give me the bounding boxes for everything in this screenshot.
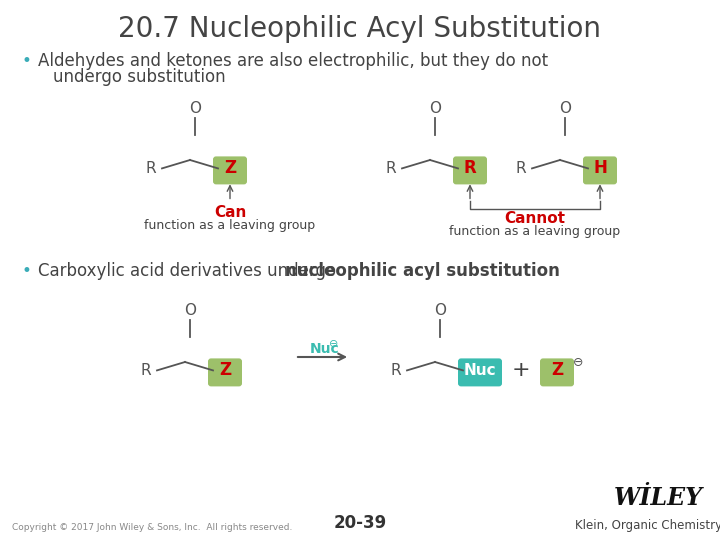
Text: Nuc: Nuc xyxy=(310,342,340,356)
Text: Carboxylic acid derivatives undergo: Carboxylic acid derivatives undergo xyxy=(38,262,341,280)
FancyBboxPatch shape xyxy=(208,359,242,387)
Text: Nuc: Nuc xyxy=(464,363,496,378)
Text: Cannot: Cannot xyxy=(505,211,565,226)
Text: +: + xyxy=(512,360,531,380)
FancyBboxPatch shape xyxy=(213,157,247,184)
Text: Copyright © 2017 John Wiley & Sons, Inc.  All rights reserved.: Copyright © 2017 John Wiley & Sons, Inc.… xyxy=(12,523,292,532)
Text: O: O xyxy=(189,101,201,116)
FancyBboxPatch shape xyxy=(458,359,502,387)
Text: Z: Z xyxy=(551,361,563,380)
Text: nucleophilic acyl substitution: nucleophilic acyl substitution xyxy=(284,262,559,280)
Text: R: R xyxy=(464,159,477,178)
FancyBboxPatch shape xyxy=(583,157,617,184)
Text: •: • xyxy=(22,52,32,70)
Text: R: R xyxy=(516,161,526,176)
Text: Klein, Organic Chemistry 3e: Klein, Organic Chemistry 3e xyxy=(575,519,720,532)
Text: Aldehydes and ketones are also electrophilic, but they do not: Aldehydes and ketones are also electroph… xyxy=(38,52,548,70)
Text: O: O xyxy=(184,303,196,318)
Text: ⊖: ⊖ xyxy=(573,356,583,369)
Text: ⊖: ⊖ xyxy=(329,339,338,349)
Text: R: R xyxy=(385,161,396,176)
FancyBboxPatch shape xyxy=(453,157,487,184)
Text: O: O xyxy=(429,101,441,116)
Text: 20.7 Nucleophilic Acyl Substitution: 20.7 Nucleophilic Acyl Substitution xyxy=(119,15,601,43)
Text: Z: Z xyxy=(224,159,236,178)
Text: 20-39: 20-39 xyxy=(333,514,387,532)
Text: H: H xyxy=(593,159,607,178)
Text: R: R xyxy=(145,161,156,176)
Text: function as a leaving group: function as a leaving group xyxy=(449,225,621,238)
Text: •: • xyxy=(22,262,32,280)
Text: Can: Can xyxy=(214,205,246,220)
Text: O: O xyxy=(559,101,571,116)
Text: function as a leaving group: function as a leaving group xyxy=(145,219,315,232)
Text: R: R xyxy=(390,363,401,378)
FancyBboxPatch shape xyxy=(540,359,574,387)
Text: Z: Z xyxy=(219,361,231,380)
Text: undergo substitution: undergo substitution xyxy=(53,68,225,86)
Text: WİLEY: WİLEY xyxy=(613,486,703,510)
Text: O: O xyxy=(434,303,446,318)
Text: R: R xyxy=(140,363,151,378)
